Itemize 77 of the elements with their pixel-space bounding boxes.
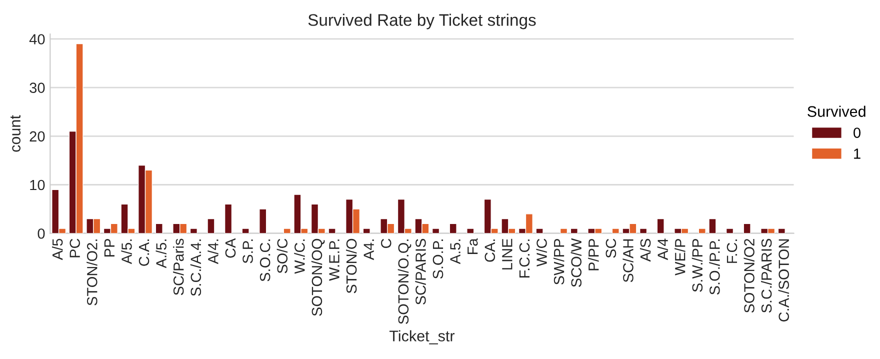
x-tick-label: S.P. [242,240,253,264]
x-tick-label: A/5. [121,240,132,264]
x-tick-label: F.C. [726,240,738,263]
y-tick-label: 0 [38,228,45,239]
bar [726,228,734,234]
x-tick-label: A4. [364,240,374,260]
legend-label: 1 [854,148,860,159]
x-tick-label: SW/PP [554,238,564,285]
x-tick-label: S.C./PARIS [761,238,772,313]
x-tick-label: W./C. [294,240,305,274]
x-tick-label: SOTON/O2 [744,238,754,313]
chart-title: Survived Rate by Ticket strings [308,14,536,30]
x-tick-label: CA [225,238,236,258]
y-axis-title: count [10,115,21,152]
bar [449,223,457,234]
x-tick-label: A/4 [657,238,668,260]
bar [656,218,664,234]
x-tick-label: F.C.C. [519,240,530,278]
bar [242,228,250,234]
x-tick-label: S.O.C. [260,240,270,282]
x-tick-label: W.E.P. [329,240,340,281]
bar [362,228,370,234]
bar [708,218,716,234]
x-tick-label: S.W./PP [692,238,703,292]
bar [259,208,267,234]
x-tick-label: W/C [536,238,547,266]
bar [560,228,568,234]
y-tick-label: 20 [30,131,45,142]
bar [224,204,232,234]
x-tick-label: S.C./A.4. [190,240,202,296]
bar [155,223,163,234]
x-tick-label: C.A. [138,240,150,266]
x-tick-label: SC [606,238,616,258]
legend-label: 0 [854,128,861,138]
x-tick-label: SC/Paris [173,238,184,296]
x-tick-label: A/4. [208,240,218,264]
bar [207,218,215,234]
x-tick-label: SO/C [276,238,288,274]
x-tick-label: STON/O2. [86,240,98,306]
bar [612,228,620,234]
x-tick-label: SC/AH [622,239,634,282]
bar [570,228,578,234]
x-tick-label: S.O.P. [432,240,444,279]
bar [328,228,336,234]
bar [640,228,648,234]
bar [432,228,440,234]
x-tick-label: SOTON/OQ [311,238,325,316]
bar [536,228,544,234]
x-tick-label: A/S [640,238,651,262]
x-axis-title: Ticket_str [389,330,455,344]
y-tick-label: 10 [30,180,45,190]
x-tick-label: SC/PARIS [415,238,426,305]
bar [466,228,474,234]
y-tick-label: 40 [29,34,45,44]
bar [190,228,198,234]
x-tick-label: CA. [484,240,496,262]
x-tick-label: SCO/W [570,238,582,287]
bar [698,228,706,234]
bar [283,228,291,234]
bar [743,223,751,234]
y-tick-label: 30 [30,82,45,93]
x-tick-label: C.A./SOTON [778,239,790,322]
x-tick-label: Fa [468,238,478,254]
legend-title: Survived [808,106,866,117]
x-tick-label: A.5. [450,240,460,264]
x-tick-label: A/5 [52,238,63,260]
bar [778,228,786,234]
x-tick-label: WE/P [674,238,686,276]
x-tick-label: STON/O [346,238,357,294]
x-tick-label: PP [104,238,114,256]
x-tick-label: PC [70,238,80,258]
x-tick-label: LINE [502,238,512,270]
x-tick-label: C [380,238,392,248]
x-tick-label: P/PP [588,238,599,270]
x-tick-label: SOTON/O.Q. [398,240,412,324]
x-tick-label: S.O./P.P. [709,240,720,295]
x-tick-label: A./5. [156,240,166,268]
